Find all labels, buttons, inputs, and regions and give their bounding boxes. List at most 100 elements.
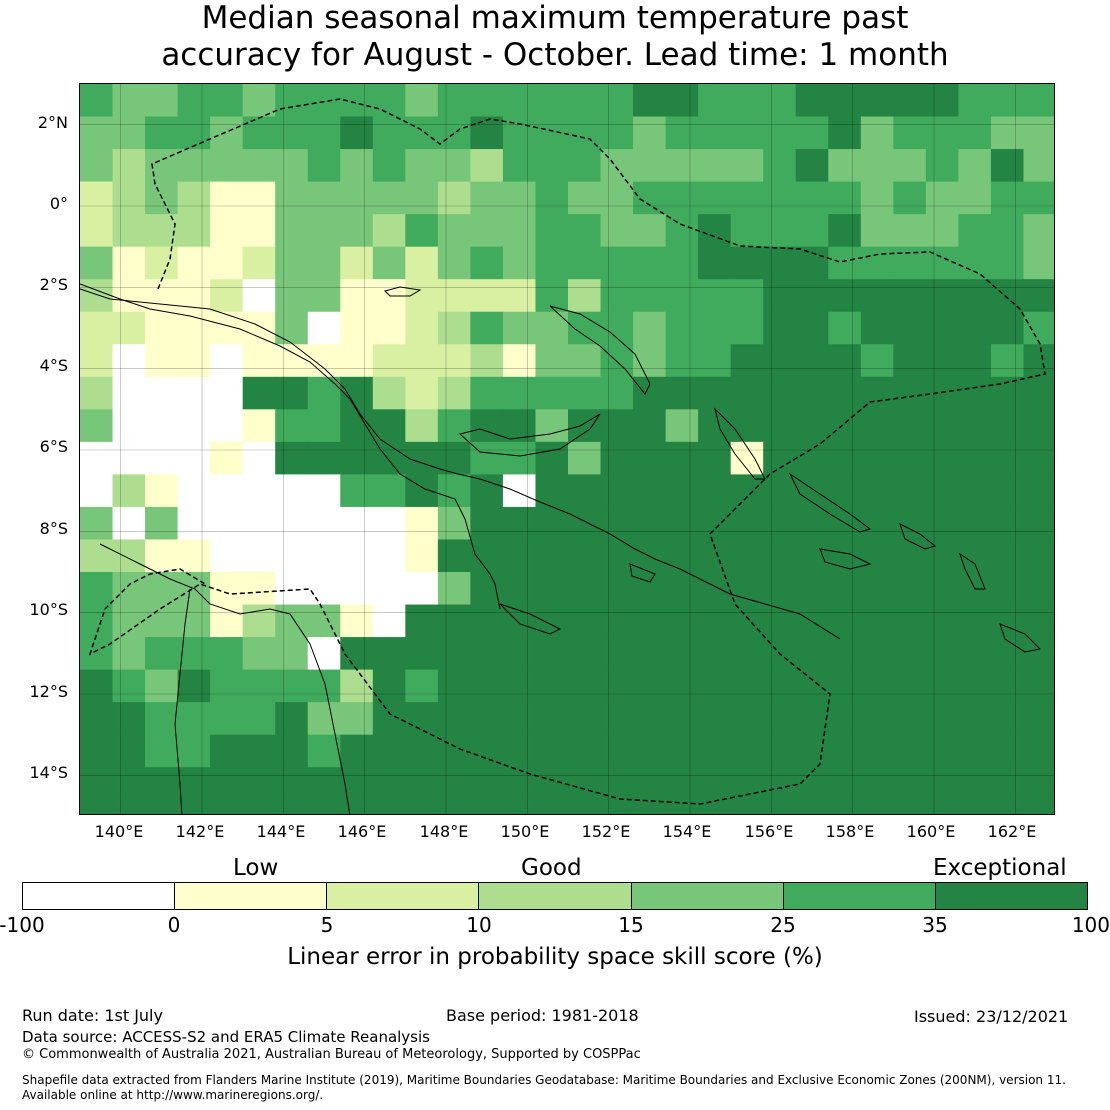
grid-cell	[763, 604, 797, 638]
new-ireland-coast	[549, 305, 651, 395]
grid-cell	[275, 637, 309, 671]
grid-cell	[177, 116, 211, 150]
cape-york-coast	[99, 543, 351, 814]
grid-cell	[730, 376, 764, 410]
grid-cell	[698, 637, 732, 671]
new-britain-coast	[458, 413, 601, 457]
grid-cell	[210, 116, 244, 150]
grid-cell	[502, 637, 537, 671]
grid-cell	[242, 539, 276, 573]
grid-cell	[405, 246, 439, 280]
grid-cell	[437, 474, 471, 508]
x-tick-label: 152°E	[581, 822, 631, 841]
grid-cell	[405, 702, 439, 736]
grid-cell	[470, 539, 504, 573]
grid-cell	[340, 474, 374, 508]
grid-cell	[893, 84, 927, 118]
grid-cell	[340, 539, 374, 573]
grid-cell	[340, 572, 374, 606]
grid-cell	[600, 84, 634, 118]
grid-cell	[568, 149, 602, 183]
grid-cell	[177, 767, 211, 801]
grid-cell	[1023, 506, 1054, 541]
grid-cell	[795, 344, 829, 378]
grid-cell	[470, 279, 504, 313]
grid-cell	[633, 506, 667, 541]
colorbar-tick: 35	[922, 913, 948, 937]
grid-cell	[80, 637, 114, 671]
grid-cell	[470, 702, 504, 736]
grid-cell	[470, 506, 504, 541]
grid-cell	[80, 279, 114, 313]
grid-cell	[795, 702, 829, 736]
grid-cell	[405, 767, 439, 801]
grid-cell	[307, 409, 341, 443]
grid-cell	[860, 214, 894, 248]
grid-cell	[535, 246, 569, 280]
grid-cell	[1023, 637, 1054, 671]
grid-cell	[372, 181, 406, 215]
x-tick-label: 140°E	[94, 822, 144, 841]
grid-cell	[763, 214, 797, 248]
grid-cell	[763, 669, 797, 703]
grid-cell	[340, 767, 374, 801]
grid-cell	[502, 116, 537, 150]
grid-cell	[535, 506, 569, 541]
grid-cell	[437, 181, 471, 215]
colorbar-segment	[479, 883, 632, 909]
grid-cell	[828, 246, 862, 280]
grid-cell	[405, 572, 439, 606]
grid-cell	[112, 311, 146, 345]
x-tick-label: 142°E	[175, 822, 225, 841]
grid-cell	[795, 506, 829, 541]
grid-cell	[828, 409, 862, 443]
grid-cell	[958, 474, 992, 508]
grid-cell	[372, 767, 406, 801]
louisiade-coast	[499, 603, 562, 635]
grid-cell	[828, 506, 862, 541]
grid-cell	[307, 84, 341, 118]
grid-cell	[925, 181, 959, 215]
grid-cell	[633, 84, 667, 118]
grid-cell	[665, 799, 699, 814]
grid-cell	[80, 84, 114, 118]
grid-cell	[210, 279, 244, 313]
grid-cell	[275, 84, 309, 118]
grid-cell	[112, 539, 146, 573]
grid-cell	[568, 702, 602, 736]
grid-cell	[958, 376, 992, 410]
grid-cell	[437, 149, 471, 183]
grid-cell	[177, 799, 211, 814]
grid-cell	[893, 734, 927, 768]
grid-cell	[177, 149, 211, 183]
grid-cell	[665, 214, 699, 248]
map-canvas	[80, 84, 1054, 814]
grid-cell	[502, 344, 537, 378]
grid-cell	[665, 767, 699, 801]
x-tick-label: 160°E	[906, 822, 956, 841]
grid-cell	[893, 409, 927, 443]
grid-cell	[730, 474, 764, 508]
title-line-2: accuracy for August - October. Lead time…	[161, 37, 949, 73]
grid-cell	[860, 539, 894, 573]
grid-cell	[470, 637, 504, 671]
grid-cell	[242, 669, 276, 703]
grid-cell	[795, 149, 829, 183]
grid-cell	[828, 311, 862, 345]
grid-cell	[795, 799, 829, 814]
grid-cell	[633, 572, 667, 606]
grid-cell	[242, 181, 276, 215]
grid-cell	[633, 181, 667, 215]
grid-cell	[307, 604, 341, 638]
grid-cell	[177, 702, 211, 736]
grid-cell	[242, 702, 276, 736]
grid-cell	[502, 311, 537, 345]
grid-cell	[925, 539, 959, 573]
grid-cell	[80, 734, 114, 768]
grid-cell	[795, 572, 829, 606]
grid-cell	[860, 116, 894, 150]
grid-cell	[80, 572, 114, 606]
grid-cell	[372, 311, 406, 345]
grid-cell	[730, 311, 764, 345]
grid-cell	[600, 376, 634, 410]
